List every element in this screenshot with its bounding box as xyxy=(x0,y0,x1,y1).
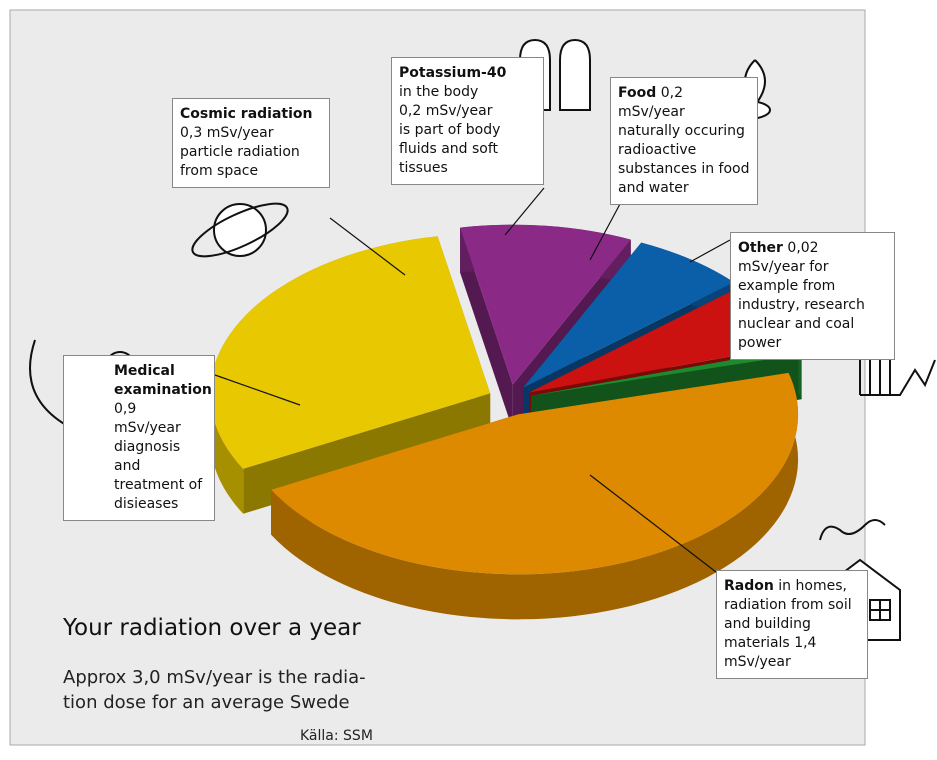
category-name: Cosmic radiation xyxy=(180,106,312,122)
annotation-box: Cosmic radiation 0,3 mSv/year particle r… xyxy=(172,98,330,188)
category-name: Potassium-40 xyxy=(399,65,506,81)
subtitle: Approx 3,0 mSv/year is the radia- tion d… xyxy=(63,665,366,715)
category-name: Medical examination xyxy=(114,363,212,398)
note: is part of body fluids and soft tissues xyxy=(399,121,536,178)
note: diagnosis and treatment of disieases xyxy=(114,438,207,514)
annotation-box: Other 0,02 mSv/year for example from ind… xyxy=(730,232,895,360)
note: particle radiation from space xyxy=(180,143,322,181)
subtitle-line: tion dose for an average Swede xyxy=(63,690,366,715)
category-name: Food xyxy=(618,85,656,101)
annotation-box: Potassium-40 in the body 0,2 mSv/year is… xyxy=(391,57,544,185)
note: naturally occuring radioactive substance… xyxy=(618,123,750,196)
value-label: 0,3 mSv/year xyxy=(180,124,322,143)
annotation-box: Radon in homes, radiation from soil and … xyxy=(716,570,868,679)
source: Källa: SSM xyxy=(300,728,373,744)
value-label: 0,9 mSv/year xyxy=(114,400,207,438)
value-label: 0,2 mSv/year xyxy=(399,102,536,121)
category-name: Radon xyxy=(724,578,774,594)
annotation-box: Medical examination 0,9 mSv/year diagnos… xyxy=(63,355,215,521)
note: in the body xyxy=(399,83,536,102)
subtitle-line: Approx 3,0 mSv/year is the radia- xyxy=(63,665,366,690)
category-name: Other xyxy=(738,240,783,256)
annotation-box: Food 0,2 mSv/year naturally occuring rad… xyxy=(610,77,758,205)
chart-title: Your radiation over a year xyxy=(63,615,361,641)
infographic: Your radiation over a year Approx 3,0 mS… xyxy=(0,0,937,760)
